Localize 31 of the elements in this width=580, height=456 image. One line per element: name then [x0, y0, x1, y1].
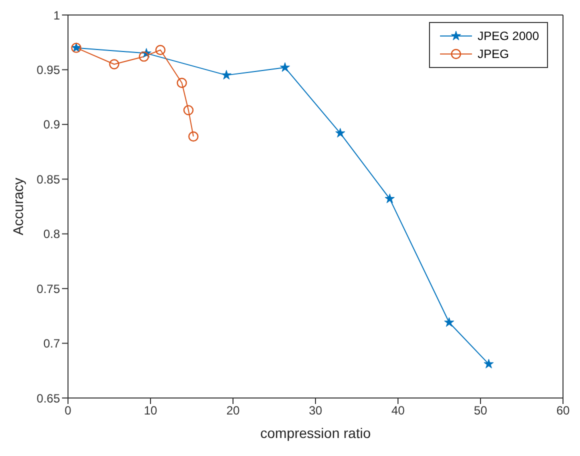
point — [335, 128, 346, 138]
point — [155, 44, 166, 56]
x-tick-label: 10 — [144, 404, 158, 418]
y-tick-label: 0.95 — [36, 62, 60, 77]
x-axis-title: compression ratio — [260, 425, 371, 441]
point — [280, 62, 290, 72]
point — [384, 194, 395, 204]
x-tick-label: 0 — [64, 404, 72, 418]
point — [176, 78, 187, 88]
x-tick-label: 30 — [308, 404, 322, 418]
point — [138, 51, 149, 62]
y-tick-label: 0.9 — [43, 118, 60, 132]
x-tick-label: 50 — [474, 404, 488, 418]
y-tick-label: 0.7 — [43, 336, 60, 351]
x-tick-label: 60 — [556, 404, 570, 418]
point — [221, 70, 232, 80]
y-tick-label: 0.8 — [43, 227, 60, 242]
x-tick-label: 20 — [226, 404, 240, 418]
x-tick-label: 40 — [391, 404, 405, 418]
y-tick-label: 0.85 — [36, 172, 60, 186]
legend-label: JPEG 2000 — [478, 29, 539, 43]
point — [109, 59, 120, 70]
point — [444, 317, 454, 327]
point — [484, 358, 494, 368]
legend-label: JPEG — [478, 47, 509, 61]
y-tick-label: 0.65 — [36, 391, 60, 406]
point — [183, 105, 194, 116]
y-axis-title: Accuracy — [10, 178, 26, 236]
point — [188, 131, 198, 142]
y-tick-label: 0.75 — [36, 282, 60, 296]
y-tick-label: 1 — [53, 8, 60, 22]
